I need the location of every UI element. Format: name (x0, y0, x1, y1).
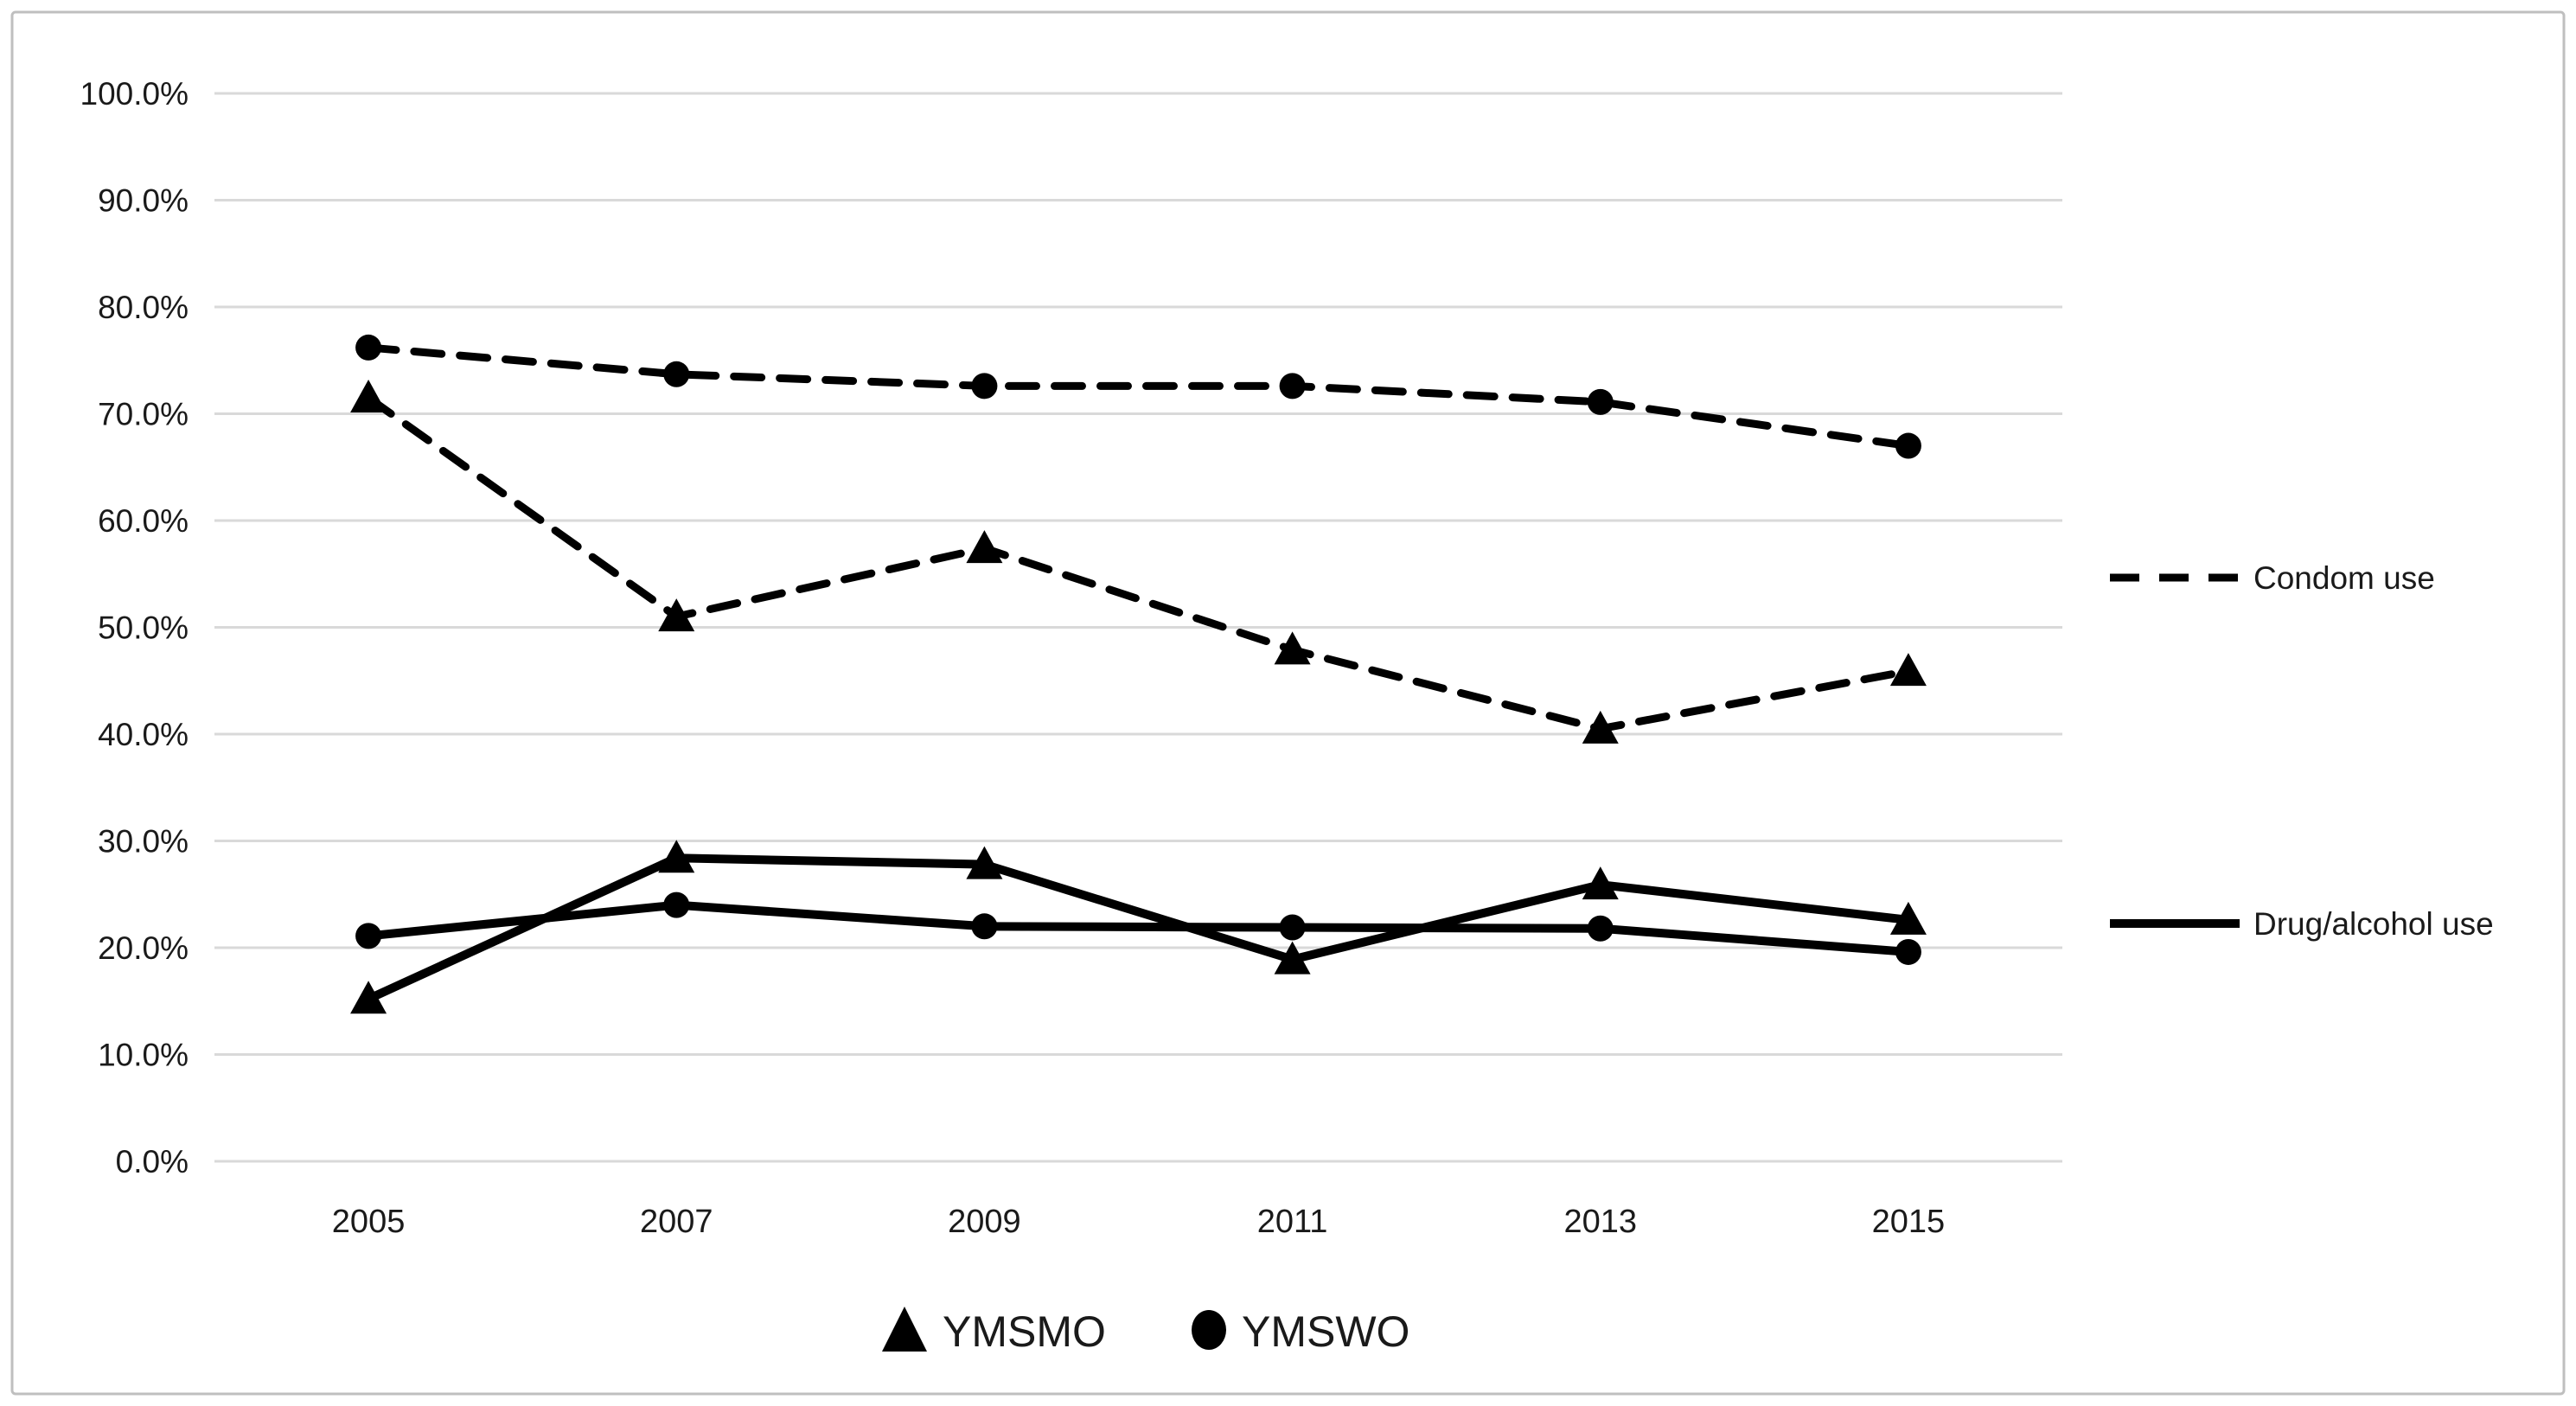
data-point-circle-condom-ymswo (1279, 373, 1306, 399)
legend-right: Condom use Drug/alcohol use (2110, 560, 2494, 942)
y-axis-tick-label: 20.0% (98, 930, 189, 966)
x-axis-labels: 2005 2007 2009 2011 2013 2015 (332, 1204, 1945, 1240)
data-point-triangle-drug-alcohol-ymsmo (1889, 901, 1927, 935)
y-axis-tick-label: 40.0% (98, 717, 189, 752)
data-point-circle-condom-ymswo (355, 334, 382, 361)
data-point-circle-drug-alcohol-ymswo (663, 892, 690, 918)
data-point-triangle-drug-alcohol-ymsmo (966, 846, 1003, 879)
series-lines (364, 343, 1913, 1004)
series-line-condom-ymsmo (364, 393, 1913, 733)
legend-label-ymswo: YMSWO (1242, 1307, 1409, 1356)
x-axis-tick-label: 2015 (1872, 1204, 1946, 1240)
data-point-triangle-condom-ymsmo (350, 379, 387, 412)
data-point-triangle-condom-ymsmo (1582, 710, 1619, 744)
y-axis-tick-label: 0.0% (116, 1144, 189, 1179)
data-point-circle-drug-alcohol-ymswo (1587, 915, 1614, 942)
data-point-circle-drug-alcohol-ymswo (355, 923, 382, 949)
y-axis-tick-label: 60.0% (98, 503, 189, 539)
x-axis-tick-label: 2009 (948, 1204, 1021, 1240)
data-point-circle-condom-ymswo (971, 373, 998, 399)
y-axis-labels: 0.0% 10.0% 20.0% 30.0% 40.0% 50.0% 60.0% 70.0% 8… (80, 76, 189, 1179)
data-point-circle-condom-ymswo (1587, 388, 1614, 415)
y-axis-tick-label: 80.0% (98, 290, 189, 325)
data-point-triangle-drug-alcohol-ymsmo (658, 840, 695, 873)
data-point-circle-condom-ymswo (1895, 432, 1921, 459)
legend-item-drug-alcohol-use: Drug/alcohol use (2110, 906, 2494, 942)
y-axis-tick-label: 100.0% (80, 76, 189, 112)
data-point-triangle-condom-ymsmo (1889, 653, 1927, 687)
circle-marker-icon (1192, 1310, 1226, 1350)
x-axis-tick-label: 2005 (332, 1204, 406, 1240)
data-point-circle-drug-alcohol-ymswo (971, 913, 998, 940)
data-point-triangle-drug-alcohol-ymsmo (1274, 941, 1311, 975)
series-markers (350, 334, 1927, 1014)
y-axis-tick-label: 50.0% (98, 610, 189, 646)
data-point-circle-condom-ymswo (663, 361, 690, 387)
series-line-drug-alcohol-ymswo (364, 900, 1913, 956)
data-point-circle-drug-alcohol-ymswo (1279, 914, 1306, 941)
y-axis-tick-label: 10.0% (98, 1038, 189, 1073)
legend-bottom: YMSMO YMSWO (882, 1307, 1409, 1356)
series-line-drug-alcohol-ymsmo (364, 853, 1913, 1004)
data-point-circle-drug-alcohol-ymswo (1895, 938, 1921, 965)
legend-label-drug-alcohol-use: Drug/alcohol use (2253, 906, 2494, 942)
x-axis-tick-label: 2013 (1563, 1204, 1637, 1240)
data-point-triangle-condom-ymsmo (1274, 631, 1311, 665)
data-point-triangle-drug-alcohol-ymsmo (350, 981, 387, 1014)
legend-item-condom-use: Condom use (2110, 560, 2435, 596)
data-point-triangle-condom-ymsmo (658, 598, 695, 632)
y-axis-tick-label: 90.0% (98, 183, 189, 219)
legend-label-ymsmo: YMSMO (943, 1307, 1106, 1356)
series-line-condom-ymswo (364, 343, 1913, 451)
chart-border (10, 10, 2566, 1396)
data-point-triangle-drug-alcohol-ymsmo (1582, 866, 1619, 900)
triangle-marker-icon (882, 1307, 927, 1352)
legend-label-condom-use: Condom use (2253, 560, 2435, 596)
y-axis-tick-label: 30.0% (98, 824, 189, 860)
data-point-triangle-condom-ymsmo (966, 530, 1003, 564)
y-axis-tick-label: 70.0% (98, 397, 189, 432)
x-axis-tick-label: 2007 (640, 1204, 713, 1240)
gridlines (214, 92, 2062, 1163)
x-axis-tick-label: 2011 (1257, 1204, 1328, 1240)
